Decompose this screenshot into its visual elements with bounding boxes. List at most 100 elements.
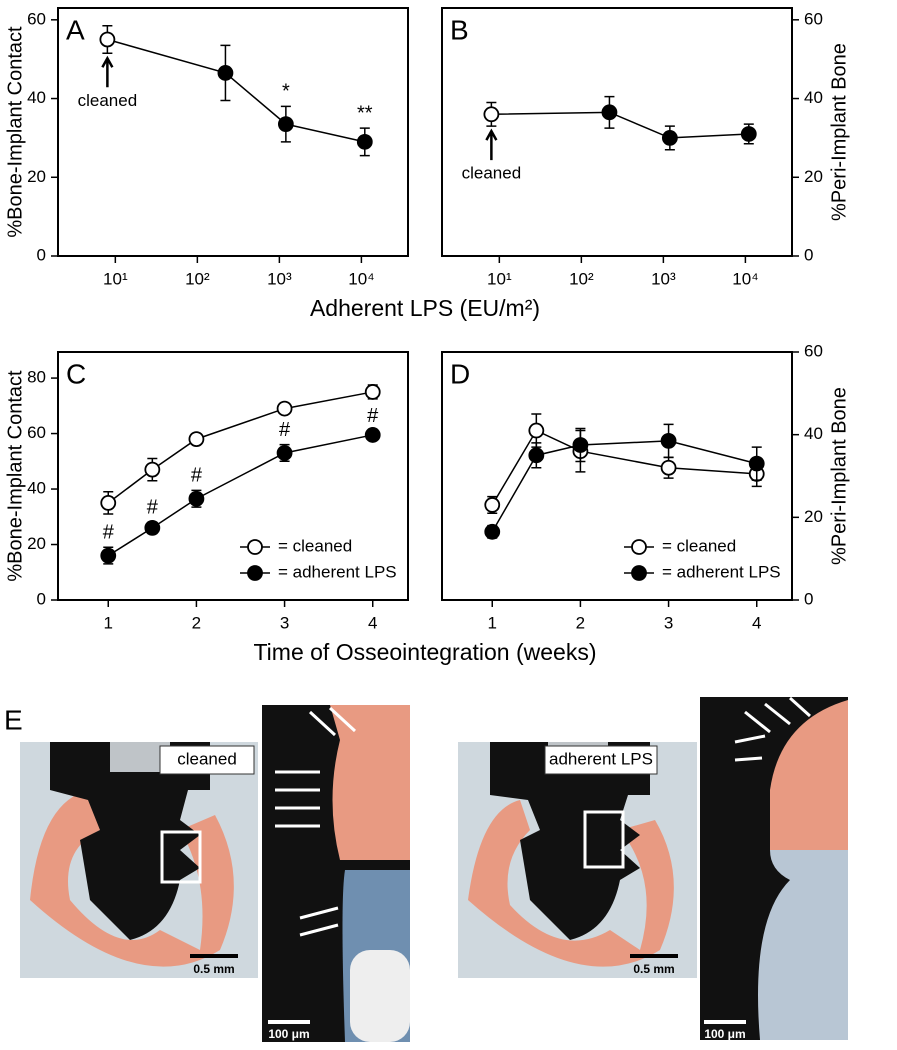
x-tick-label: 4	[368, 613, 377, 632]
marrow	[758, 850, 848, 1040]
scale-label: 0.5 mm	[633, 962, 674, 976]
marker	[144, 519, 161, 536]
x-tick-label: 10⁴	[732, 269, 758, 288]
significance-label: #	[191, 465, 203, 487]
significance-label: #	[147, 497, 159, 519]
panel-letter: C	[66, 358, 86, 389]
marker	[528, 447, 545, 464]
marker	[364, 384, 381, 400]
significance-label: **	[357, 102, 373, 124]
arrows	[275, 706, 357, 937]
plot-frame	[441, 351, 793, 601]
y-tick-label: 60	[27, 9, 46, 28]
y-tick-label: 80	[27, 368, 46, 387]
plot-frame	[441, 7, 793, 257]
panel-letter: A	[66, 14, 85, 45]
y-tick-label: 40	[804, 88, 823, 107]
legend-marker	[631, 539, 647, 555]
annotation-arrow	[101, 55, 114, 88]
bone	[468, 800, 674, 967]
marker	[364, 427, 381, 443]
legend-label: = cleaned	[662, 536, 736, 555]
x-axis-label: Time of Osseointegration (weeks)	[253, 639, 596, 665]
marker	[661, 130, 678, 146]
implant	[50, 742, 210, 940]
marker	[188, 490, 205, 507]
y-axis-label: %Bone-Implant Contact	[4, 26, 26, 238]
y-tick-label: 20	[804, 507, 823, 526]
arrows	[734, 696, 812, 762]
legend-marker	[247, 539, 263, 555]
y-tick-label: 0	[37, 245, 46, 264]
marker	[188, 431, 205, 448]
y-tick-label: 20	[27, 534, 46, 553]
y-tick-label: 60	[804, 9, 823, 28]
x-tick-label: 3	[280, 613, 289, 632]
panel-e: E cleaned 0.5 mm 100 μm adherent LPS 0.	[4, 696, 848, 1042]
x-tick-label: 10²	[185, 269, 210, 288]
x-tick-label: 3	[664, 613, 673, 632]
y-tick-label: 40	[804, 424, 823, 443]
scale-label: 100 μm	[268, 1027, 309, 1041]
marker	[748, 455, 765, 472]
y-axis-label: %Peri-Implant Bone	[828, 43, 850, 221]
x-tick-label: 2	[576, 613, 585, 632]
scale-label: 100 μm	[704, 1027, 745, 1041]
label-box	[159, 745, 255, 775]
significance-label: #	[279, 419, 291, 441]
y-tick-label: 60	[27, 423, 46, 442]
bone	[330, 705, 410, 860]
legend-label: = adherent LPS	[662, 562, 781, 581]
image-label: cleaned	[177, 749, 237, 768]
annotation: cleaned	[78, 91, 138, 110]
x-tick-label: 4	[752, 613, 761, 632]
series-line	[107, 391, 373, 504]
legend-marker	[631, 565, 647, 581]
plot-frame	[57, 7, 409, 257]
marker	[356, 133, 373, 150]
marker	[572, 437, 589, 453]
plot-frame	[57, 351, 409, 601]
legend-label: = adherent LPS	[278, 562, 397, 581]
marker	[99, 31, 116, 48]
significance-label: #	[103, 522, 115, 544]
significance-label: *	[282, 81, 290, 103]
x-tick-label: 1	[104, 613, 113, 632]
marker	[276, 400, 293, 417]
x-tick-label: 10¹	[487, 269, 512, 288]
marker	[483, 106, 500, 123]
x-tick-label: 10²	[569, 269, 594, 288]
y-axis-label: %Bone-Implant Contact	[4, 370, 26, 582]
legend-label: = cleaned	[278, 536, 352, 555]
marker	[601, 104, 618, 121]
marker	[740, 126, 757, 142]
y-tick-label: 20	[27, 167, 46, 186]
x-tick-label: 1	[488, 613, 497, 632]
marker	[100, 547, 117, 564]
marker	[100, 495, 117, 511]
series-line	[491, 111, 749, 139]
marker	[276, 445, 293, 461]
y-tick-label: 0	[37, 589, 46, 608]
marker	[217, 65, 234, 81]
marker	[144, 461, 161, 478]
x-tick-label: 10¹	[103, 269, 128, 288]
x-tick-label: 10⁴	[348, 269, 374, 288]
annotation-arrow	[485, 128, 498, 161]
label-box	[544, 745, 658, 775]
annotation: cleaned	[462, 164, 522, 183]
y-tick-label: 60	[804, 341, 823, 360]
bone	[770, 700, 848, 850]
marker	[528, 422, 545, 439]
y-tick-label: 0	[804, 245, 813, 264]
y-tick-label: 40	[27, 479, 46, 498]
x-tick-label: 2	[192, 613, 201, 632]
panel-letter: E	[4, 704, 23, 735]
x-axis-label: Adherent LPS (EU/m²)	[310, 295, 540, 321]
marker	[484, 523, 501, 540]
legend-marker	[247, 565, 263, 581]
marker	[660, 459, 677, 476]
marker	[484, 497, 501, 513]
